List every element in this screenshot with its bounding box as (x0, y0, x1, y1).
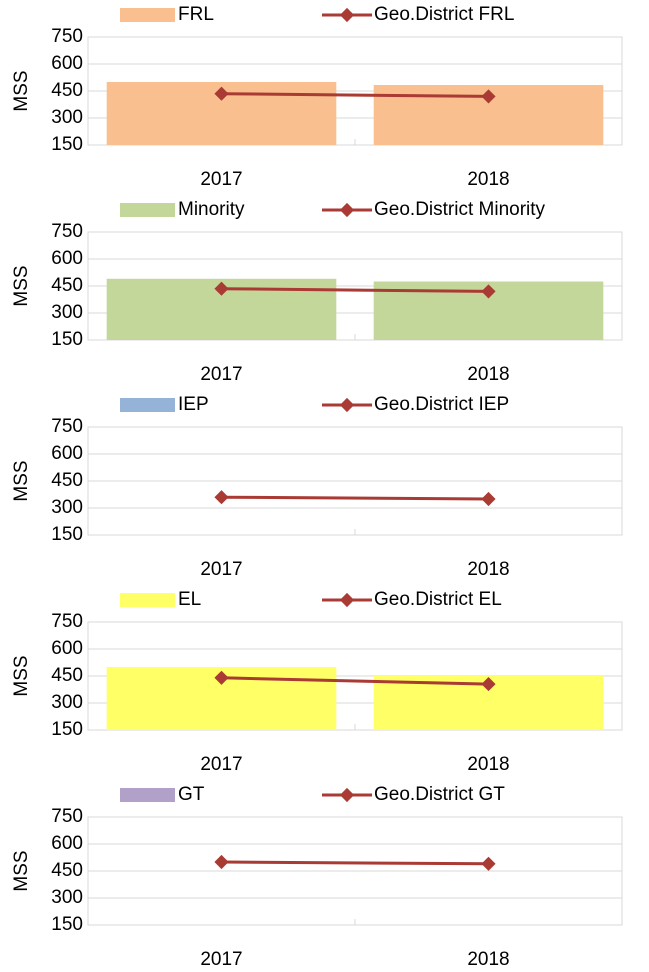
x-tick-label: 2017 (200, 169, 242, 190)
y-tick-label: 450 (51, 860, 83, 881)
line (221, 92, 489, 98)
y-tick-label: 300 (51, 887, 83, 908)
y-tick-label: 150 (51, 914, 83, 935)
legend-label: Geo.District FRL (374, 4, 514, 25)
line-marker (214, 670, 229, 685)
legend-label: EL (178, 589, 201, 610)
y-tick-label: 150 (51, 524, 83, 545)
legend-swatch (120, 8, 175, 22)
line-marker (481, 284, 496, 299)
y-tick-label: 600 (51, 638, 83, 659)
x-tick-label: 2017 (200, 754, 242, 775)
legend-marker (339, 592, 355, 608)
legend-label: IEP (178, 394, 209, 415)
line-marker (214, 490, 229, 505)
legend-marker (339, 397, 355, 413)
x-tick-label: 2018 (467, 754, 509, 775)
legend-swatch (120, 593, 175, 607)
y-tick-label: 600 (51, 248, 83, 269)
line (221, 287, 489, 293)
line-marker (481, 491, 496, 507)
y-axis-label: MSS (11, 265, 32, 306)
x-tick-label: 2017 (200, 559, 242, 580)
y-tick-label: 450 (51, 665, 83, 686)
line-marker (481, 677, 496, 692)
legend-label: FRL (178, 4, 214, 25)
legend-label: Minority (178, 199, 245, 220)
x-tick-label: 2018 (467, 559, 509, 580)
line (221, 676, 489, 686)
legend-marker (339, 787, 355, 803)
x-tick-label: 2017 (200, 364, 242, 385)
y-axis-label: MSS (11, 70, 32, 111)
legend-label: Geo.District GT (374, 784, 505, 805)
y-tick-label: 450 (51, 80, 83, 101)
y-tick-label: 750 (51, 416, 83, 437)
legend-label: Geo.District EL (374, 589, 502, 610)
y-tick-label: 150 (51, 134, 83, 155)
y-axis-label: MSS (11, 460, 32, 501)
line-marker (481, 856, 496, 871)
legend-swatch (120, 203, 175, 217)
y-tick-label: 300 (51, 107, 83, 128)
y-tick-label: 150 (51, 329, 83, 350)
y-tick-label: 750 (51, 221, 83, 242)
x-tick-label: 2018 (467, 364, 509, 385)
line (221, 495, 489, 501)
legend-marker (339, 202, 355, 218)
y-tick-label: 450 (51, 275, 83, 296)
legend-marker (339, 7, 355, 23)
y-tick-label: 450 (51, 470, 83, 491)
y-axis-label: MSS (11, 655, 32, 696)
y-tick-label: 600 (51, 53, 83, 74)
line-marker (214, 281, 229, 296)
line (221, 860, 489, 866)
legend-swatch (120, 398, 175, 412)
legend-swatch (120, 788, 175, 802)
y-tick-label: 600 (51, 443, 83, 464)
line-marker (481, 89, 496, 104)
legend-label: Geo.District IEP (374, 394, 509, 415)
y-tick-label: 300 (51, 302, 83, 323)
y-tick-label: 300 (51, 497, 83, 518)
y-tick-label: 600 (51, 833, 83, 854)
y-tick-label: 750 (51, 611, 83, 632)
y-axis-label: MSS (11, 850, 32, 891)
y-tick-label: 750 (51, 806, 83, 827)
x-tick-label: 2018 (467, 949, 509, 970)
legend-label: GT (178, 784, 205, 805)
x-tick-label: 2018 (467, 169, 509, 190)
x-tick-label: 2017 (200, 949, 242, 970)
y-tick-label: 750 (51, 26, 83, 47)
legend-label: Geo.District Minority (374, 199, 546, 220)
y-tick-label: 150 (51, 719, 83, 740)
y-tick-label: 300 (51, 692, 83, 713)
line-marker (214, 854, 229, 870)
